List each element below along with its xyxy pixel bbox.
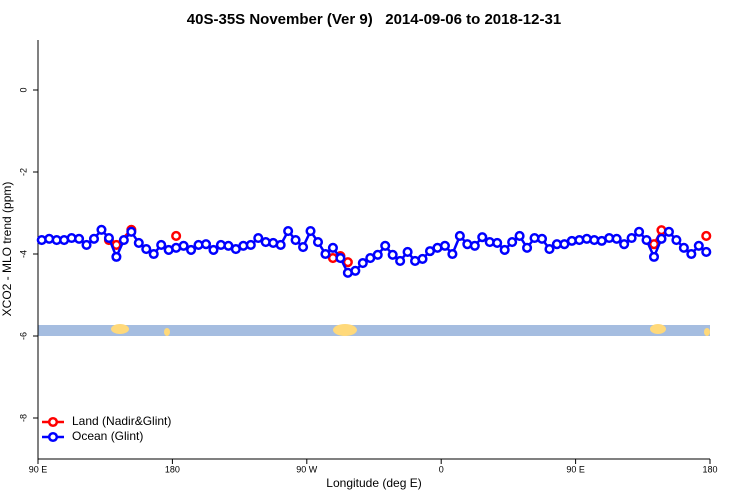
legend-label: Ocean (Glint) [72, 429, 143, 443]
data-point [522, 242, 533, 253]
data-point [186, 244, 197, 255]
data-point [118, 235, 129, 246]
data-point [477, 232, 488, 243]
data-point [171, 230, 182, 242]
data-point [208, 244, 219, 255]
y-tick-label: -6 [18, 332, 28, 340]
data-point [290, 235, 301, 246]
data-point [111, 251, 122, 262]
data-point [126, 226, 137, 237]
data-point [634, 226, 645, 237]
data-point [544, 244, 555, 255]
chart-title: 40S-35S November (Ver 9) 2014-09-06 to 2… [187, 11, 561, 28]
data-point [96, 224, 107, 235]
y-tick-label: -8 [18, 414, 28, 422]
data-point [148, 248, 159, 260]
land-mask [38, 324, 710, 336]
data-point [701, 246, 712, 257]
data-point [648, 239, 660, 250]
y-axis-label: XCO2 - MLO trend (ppm) [0, 182, 14, 317]
x-tick-label: 90 E [29, 464, 48, 474]
data-point [245, 239, 256, 251]
x-tick-label: 180 [165, 464, 180, 474]
data-point [380, 240, 391, 251]
ocean-band [38, 325, 710, 336]
data-point [275, 239, 286, 251]
x-tick-label: 0 [439, 464, 444, 474]
legend-label: Land (Nadir&Glint) [72, 414, 171, 428]
data-point [200, 239, 212, 250]
data-point [648, 251, 660, 262]
data-point [327, 242, 338, 253]
land-patch [111, 324, 129, 334]
y-tick-label: -2 [18, 168, 28, 176]
data-point [342, 257, 353, 268]
x-axis-label: Longitude (deg E) [326, 476, 421, 490]
data-point [133, 237, 144, 248]
data-point [283, 225, 294, 237]
data-point [312, 237, 324, 248]
data-point [678, 242, 689, 253]
data-point [103, 232, 114, 244]
data-point [656, 233, 667, 244]
data-point [335, 253, 346, 264]
data-point [701, 230, 712, 242]
data-point [253, 232, 264, 244]
data-point [439, 240, 450, 251]
data-point [447, 248, 458, 260]
x-tick-label: 90 E [566, 464, 585, 474]
data-point [178, 240, 189, 251]
x-tick-label: 180 [702, 464, 717, 474]
data-point [619, 239, 630, 250]
data-point [536, 233, 548, 244]
data-point [320, 248, 331, 260]
legend-marker [47, 416, 59, 428]
land-patch [164, 328, 170, 336]
data-point [514, 230, 525, 242]
land-patch [704, 328, 710, 336]
data-point [88, 233, 100, 244]
data-point [402, 246, 413, 257]
data-point [499, 244, 510, 255]
data-point [469, 240, 480, 251]
data-point [74, 233, 85, 244]
land-patch [650, 324, 666, 334]
data-point [387, 249, 398, 260]
data-point [141, 244, 152, 255]
data-point [507, 237, 518, 248]
data-point [156, 239, 167, 251]
data-point [626, 232, 637, 244]
data-point [372, 249, 383, 260]
data-point [298, 241, 309, 253]
legend-marker [47, 431, 59, 443]
data-point [417, 253, 428, 264]
data-point [395, 255, 406, 267]
data-point [686, 248, 697, 260]
data-point [671, 235, 682, 246]
data-point [693, 240, 704, 251]
data-point [305, 225, 316, 237]
land-patch [333, 324, 357, 336]
y-tick-label: -4 [18, 250, 28, 258]
data-point [357, 257, 368, 269]
y-tick-label: 0 [18, 87, 28, 92]
data-point [492, 237, 503, 248]
data-point [350, 265, 361, 276]
data-point [454, 230, 465, 242]
x-tick-label: 90 W [296, 464, 318, 474]
data-point [81, 239, 92, 251]
data-point [641, 235, 652, 246]
data-point [663, 226, 674, 237]
data-point [611, 233, 622, 244]
